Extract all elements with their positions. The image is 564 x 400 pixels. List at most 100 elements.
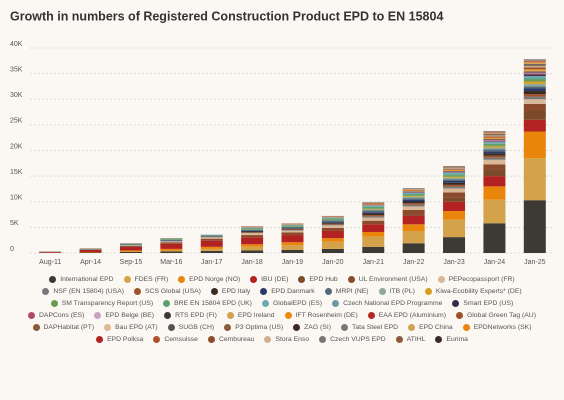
bar-segment <box>119 245 142 247</box>
bar-segment <box>523 72 546 74</box>
bar-segment <box>523 61 546 63</box>
bar-segment <box>281 242 304 246</box>
legend-label: Global Green Tag (AU) <box>466 312 536 319</box>
bar-segment <box>523 83 546 87</box>
legend-swatch <box>178 276 186 283</box>
bar-segment <box>281 228 304 229</box>
bar-segment <box>483 134 506 135</box>
legend-item: DAPHabitat (PT) <box>32 324 94 331</box>
bar-segment <box>523 86 546 89</box>
bar-segment <box>321 230 344 239</box>
bar-segment <box>483 169 506 177</box>
bar-segment <box>443 173 466 175</box>
legend-item: EPDNetworks (SK) <box>462 324 532 331</box>
legend-label: SUGB (CH) <box>178 324 215 331</box>
bar-segment <box>402 224 425 231</box>
legend-swatch <box>50 300 58 307</box>
legend-item: SM Transparency Report (US) <box>50 300 153 307</box>
bar-segment <box>443 182 466 185</box>
bar-segment <box>483 133 506 135</box>
legend-swatch <box>347 276 355 283</box>
bar-segment <box>402 206 425 210</box>
bar-segment <box>443 180 466 183</box>
legend-label: NSF (EN 15804) (USA) <box>53 288 125 295</box>
x-tick-label: Jan-24 <box>484 259 506 266</box>
bar-segment <box>523 62 546 64</box>
x-tick-label: Sep-15 <box>120 259 143 266</box>
bar-segment <box>402 203 425 205</box>
bar-segment <box>443 171 466 173</box>
legend: International EPD FDES (FR) EPD Norge (NO)… <box>20 276 544 343</box>
bar-segment <box>523 64 546 65</box>
legend-item: EPD Polksa <box>96 336 143 343</box>
legend-item: DAPCons (ES) <box>28 312 84 319</box>
legend-item: EPD China <box>408 324 453 331</box>
legend-item: UL Environment (USA) <box>347 276 428 283</box>
bar-segment <box>402 188 425 190</box>
bar-segment <box>362 216 385 218</box>
legend-swatch <box>298 276 306 283</box>
bar-segment <box>443 197 466 202</box>
legend-item: EPD Belge (BE) <box>94 312 154 319</box>
chart: Growth in numbers of Registered Construc… <box>10 9 555 266</box>
legend-item: EPD Italy <box>210 288 250 295</box>
bar-segment <box>483 139 506 141</box>
legend-item: RTS EPD (FI) <box>164 312 217 319</box>
bar-segment <box>402 196 425 199</box>
legend-label: Cemsuisse <box>164 336 198 343</box>
bar-segment <box>241 244 264 247</box>
bar-segment <box>79 251 102 253</box>
bar-segment <box>160 243 183 249</box>
legend-label: Czech National EPD Programme <box>343 300 443 307</box>
chart-title: Growth in numbers of Registered Construc… <box>10 9 443 23</box>
legend-label: Eurima <box>446 336 468 343</box>
legend-item: Czech National EPD Programme <box>332 300 442 307</box>
bar-segment <box>483 141 506 143</box>
bar-segment <box>402 193 425 195</box>
legend-item: International EPD <box>49 276 114 283</box>
bar-segment <box>523 63 546 65</box>
bar-segment <box>483 141 506 142</box>
legend-swatch <box>424 288 432 295</box>
bar-segment <box>321 219 344 220</box>
legend-label: IFT Rosenheim (DE) <box>295 312 358 319</box>
legend-item: MRPI (NE) <box>324 288 369 295</box>
bar-segment <box>321 220 344 222</box>
bar-segment <box>362 205 385 207</box>
bar-segment <box>119 251 142 252</box>
bar-segment <box>281 230 304 233</box>
legend-swatch <box>435 336 443 343</box>
legend-label: P3 Optima (US) <box>235 324 284 331</box>
bar-segment <box>241 228 264 230</box>
bar-segment <box>483 137 506 139</box>
legend-swatch <box>367 312 375 319</box>
legend-swatch <box>462 324 470 331</box>
bar-segment <box>79 252 102 253</box>
legend-label: EPD Hub <box>309 276 338 283</box>
legend-label: EPDNetworks (SK) <box>473 324 532 331</box>
bar-segment <box>281 226 304 229</box>
bar-segment <box>362 208 385 210</box>
bar-segment <box>362 209 385 211</box>
bar-segment <box>402 195 425 197</box>
bar-segment <box>241 227 264 229</box>
legend-swatch <box>49 276 57 283</box>
legend-item: Smart EPD (US) <box>452 300 513 307</box>
legend-item: SCS Global (USA) <box>134 288 201 295</box>
bar-segment <box>321 238 344 242</box>
bar-segment <box>321 222 344 224</box>
bar-segment <box>443 192 466 198</box>
x-tick-label: Jan-25 <box>524 259 546 266</box>
legend-swatch <box>395 336 403 343</box>
bar-segment <box>523 96 546 100</box>
bar-segment <box>39 252 62 253</box>
x-tick-label: Jan-17 <box>201 259 223 266</box>
bar-segment <box>523 59 546 61</box>
bar-segment <box>483 133 506 134</box>
legend-swatch <box>378 288 386 295</box>
bar-segment <box>362 246 385 253</box>
bar-segment <box>241 233 264 236</box>
bar-segment <box>483 157 506 160</box>
bar-segment <box>443 172 466 174</box>
legend-label: Tata Steel EPD <box>351 324 399 331</box>
